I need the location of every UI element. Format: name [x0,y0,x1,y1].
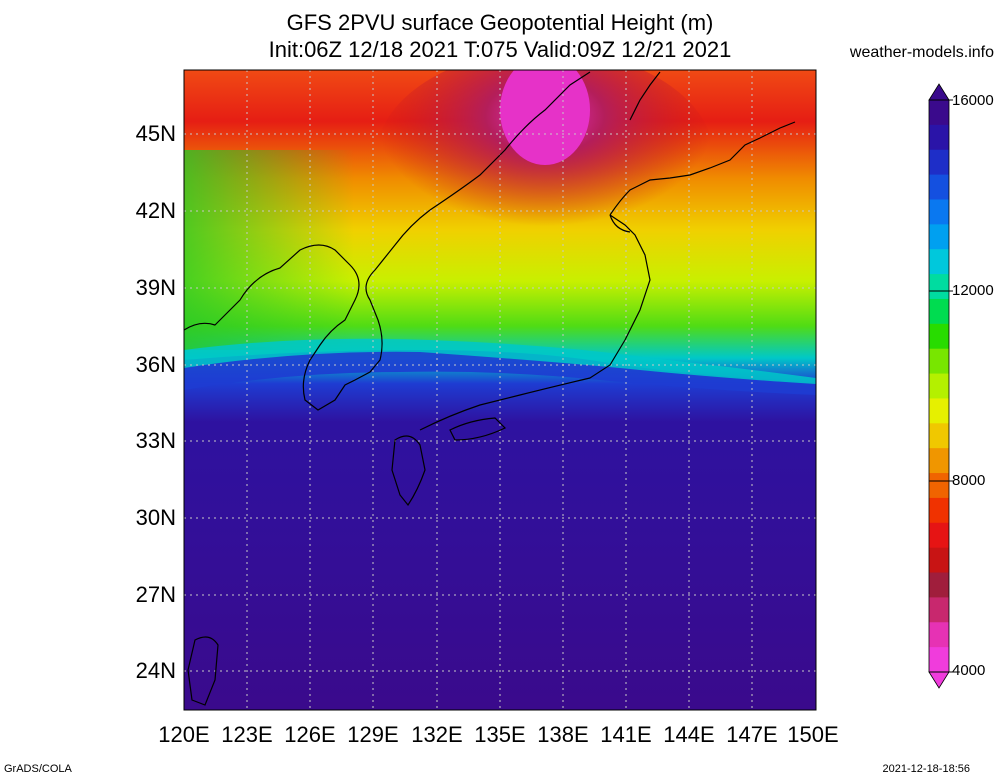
colorbar-segment [929,473,949,499]
colorbar-segment [929,597,949,623]
colorbar-top-arrow [928,83,950,101]
colorbar-label-16000: 16000 [952,92,994,109]
lat-label-39n: 39N [135,275,176,300]
lon-label-129e: 129E [347,722,399,747]
coastline-sakhalin [629,71,661,121]
grid-lines [184,70,816,710]
colorbar-segment [929,149,949,176]
plot-frame [183,69,817,711]
coastline-shikoku [449,417,507,441]
lon-label-123e: 123E [221,722,273,747]
colorbar-segment [929,249,949,275]
lat-label-42n: 42N [135,198,176,223]
colorbar-segment [929,497,949,524]
lon-label-147e: 147E [726,722,778,747]
colorbar-segment [929,298,949,325]
coastline-hokkaido [609,121,796,233]
colorbar-label-12000: 12000 [952,282,994,299]
lat-label-33n: 33N [135,428,176,453]
coastlines [183,71,796,706]
lon-label-126e: 126E [284,722,336,747]
colorbar-segment [929,174,949,200]
colorbar-segment [929,100,949,126]
lat-label-45n: 45N [135,121,176,146]
colorbar-segment [929,348,949,375]
coastline-taiwan [187,636,219,706]
site-credit: weather-models.info [849,44,994,61]
colorbar-segment [929,373,949,399]
colorbar-segment [929,398,949,424]
footer-timestamp: 2021-12-18-18:56 [882,763,970,775]
lat-label-24n: 24N [135,658,176,683]
colorbar-segment [929,448,949,474]
colorbar-segment [929,224,949,250]
colorbar-segment [929,522,949,549]
title-line-1: GFS 2PVU surface Geopotential Height (m) [286,10,714,35]
colorbar-segment [929,274,949,300]
lat-label-27n: 27N [135,582,176,607]
lon-label-135e: 135E [474,722,526,747]
colorbar-label-4000: 4000 [952,662,986,679]
colorbar-segment [929,547,949,574]
colorbar-segment [929,647,949,673]
lat-label-30n: 30N [135,505,176,530]
colorbar-segment [929,323,949,350]
colorbar-segment [929,199,949,225]
lon-label-144e: 144E [663,722,715,747]
lon-label-138e: 138E [537,722,589,747]
colorbar-bottom-arrow [928,671,950,689]
colorbar-label-8000: 8000 [952,472,986,489]
lon-label-120e: 120E [158,722,210,747]
lat-label-36n: 36N [135,352,176,377]
geopotential-field [184,70,816,710]
colorbar [928,83,953,689]
colorbar-segment [929,622,949,648]
lon-label-150e: 150E [787,722,839,747]
colorbar-segment [929,124,949,151]
title-line-2: Init:06Z 12/18 2021 T:075 Valid:09Z 12/2… [268,37,732,62]
footer-grads-credit: GrADS/COLA [4,763,72,775]
colorbar-segment [929,572,949,598]
coastline-russia-north [429,71,591,211]
coastline-kyushu-honshu [391,214,651,507]
colorbar-segment [929,423,949,449]
lon-label-132e: 132E [411,722,463,747]
coastline-china-korea [183,209,431,411]
lon-label-141e: 141E [600,722,652,747]
colorbar-segments [929,100,949,673]
